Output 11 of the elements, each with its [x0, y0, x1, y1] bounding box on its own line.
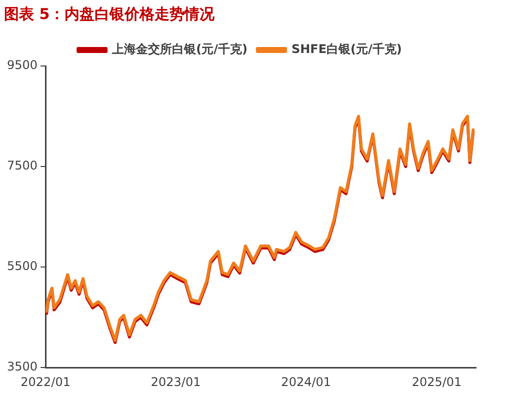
legend-label: 上海金交所白银(元/千克): [111, 42, 248, 56]
x-tick-label: 2025/01: [412, 374, 462, 389]
legend-label: SHFE白银(元/千克): [291, 42, 402, 56]
y-tick-label: 5500: [6, 259, 38, 274]
x-tick-label: 2024/01: [281, 374, 332, 389]
chart-title: 图表 5：内盘白银价格走势情况: [4, 4, 216, 23]
y-tick-label: 7500: [6, 158, 38, 173]
y-tick-label: 9500: [6, 58, 38, 72]
x-tick-label: 2023/01: [150, 374, 201, 389]
y-tick-label: 3500: [6, 360, 38, 374]
x-tick-label: 2022/01: [20, 374, 70, 389]
